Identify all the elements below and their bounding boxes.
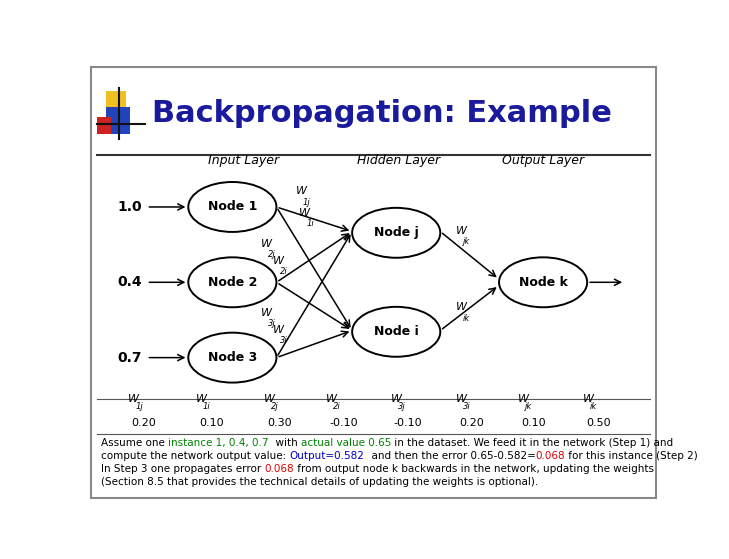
Text: Input Layer: Input Layer [208, 154, 279, 167]
Text: Node 1: Node 1 [208, 201, 257, 214]
Text: W: W [195, 394, 206, 404]
Text: W: W [261, 239, 272, 249]
Text: -0.10: -0.10 [394, 418, 423, 428]
Text: Node k: Node k [518, 276, 568, 289]
Text: Assume one: Assume one [101, 438, 168, 448]
Text: with: with [269, 438, 301, 448]
Text: W: W [273, 325, 284, 335]
Text: ik: ik [463, 314, 470, 323]
Text: Node j: Node j [374, 226, 418, 239]
Text: 2i: 2i [281, 267, 288, 276]
Text: W: W [518, 394, 529, 404]
Text: and then the error 0.65-0.582=: and then the error 0.65-0.582= [364, 451, 536, 461]
Text: compute the network output value:: compute the network output value: [101, 451, 290, 461]
Text: 1.0: 1.0 [117, 200, 142, 214]
Text: jk: jk [525, 402, 532, 411]
Text: W: W [261, 307, 272, 318]
Text: 0.10: 0.10 [199, 418, 224, 428]
Ellipse shape [499, 257, 587, 307]
Bar [106, 91, 126, 107]
Text: instance 1, 0.4, 0.7: instance 1, 0.4, 0.7 [168, 438, 269, 448]
Text: Output=0.582: Output=0.582 [290, 451, 364, 461]
Text: 3i: 3i [281, 336, 288, 345]
Text: W: W [299, 208, 310, 217]
Text: W: W [582, 394, 593, 404]
Text: W: W [391, 394, 402, 404]
Text: ik: ik [590, 402, 597, 411]
Text: 0.4: 0.4 [117, 275, 142, 290]
Ellipse shape [188, 182, 276, 232]
Text: 1j: 1j [303, 197, 311, 206]
Text: W: W [456, 226, 467, 236]
Text: jk: jk [463, 237, 470, 246]
Bar [97, 117, 112, 134]
Text: 0.30: 0.30 [267, 418, 292, 428]
Text: 2j: 2j [268, 250, 276, 259]
Text: 0.068: 0.068 [536, 451, 565, 461]
Ellipse shape [352, 208, 440, 258]
Ellipse shape [188, 257, 276, 307]
Text: in the dataset. We feed it in the network (Step 1) and: in the dataset. We feed it in the networ… [391, 438, 674, 448]
Text: 3j: 3j [398, 402, 405, 411]
Text: In Step 3 one propagates error: In Step 3 one propagates error [101, 464, 265, 474]
Text: 2j: 2j [270, 402, 278, 411]
Text: 1i: 1i [306, 219, 314, 228]
Text: 0.20: 0.20 [131, 418, 156, 428]
Text: 0.068: 0.068 [265, 464, 295, 474]
Text: W: W [128, 394, 139, 404]
Text: 3i: 3i [463, 402, 471, 411]
Text: W: W [263, 394, 274, 404]
Text: Output Layer: Output Layer [502, 154, 584, 167]
Text: Backpropagation: Example: Backpropagation: Example [152, 99, 612, 128]
Text: 2i: 2i [333, 402, 340, 411]
Text: 0.50: 0.50 [586, 418, 611, 428]
Text: W: W [456, 302, 467, 312]
Text: W: W [273, 256, 284, 266]
Text: 1j: 1j [135, 402, 143, 411]
Text: 1i: 1i [203, 402, 211, 411]
Ellipse shape [188, 333, 276, 382]
Text: -0.10: -0.10 [329, 418, 358, 428]
Text: for this instance (Step 2): for this instance (Step 2) [565, 451, 698, 461]
Text: Node 3: Node 3 [208, 351, 257, 364]
Text: W: W [296, 186, 307, 196]
Text: 0.10: 0.10 [521, 418, 546, 428]
Text: 0.20: 0.20 [459, 418, 483, 428]
Text: W: W [456, 394, 467, 404]
Text: from output node k backwards in the network, updating the weights: from output node k backwards in the netw… [295, 464, 655, 474]
Text: Node 2: Node 2 [208, 276, 257, 289]
Text: Node i: Node i [374, 325, 418, 338]
Text: 3j: 3j [268, 319, 276, 328]
Text: Hidden Layer: Hidden Layer [357, 154, 440, 167]
Bar [106, 107, 130, 134]
Text: 0.7: 0.7 [117, 350, 142, 364]
Text: actual value 0.65: actual value 0.65 [301, 438, 391, 448]
Text: (Section 8.5 that provides the technical details of updating the weights is opti: (Section 8.5 that provides the technical… [101, 477, 539, 487]
Text: W: W [326, 394, 337, 404]
Ellipse shape [352, 307, 440, 357]
